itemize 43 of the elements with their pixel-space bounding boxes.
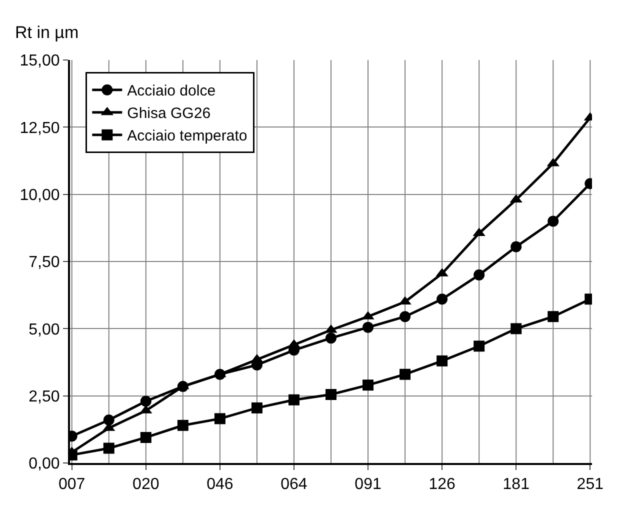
x-tick-label: 181 xyxy=(502,476,530,494)
point xyxy=(140,432,152,443)
point xyxy=(288,394,300,406)
point xyxy=(103,442,114,454)
y-tick-label: 12,50 xyxy=(20,120,60,137)
x-tick-label: 251 xyxy=(576,476,604,494)
point xyxy=(436,294,448,305)
legend-label: Acciaio temperato xyxy=(127,128,248,145)
y-tick-label: 15,00 xyxy=(20,52,60,70)
y-tick-label: 2,50 xyxy=(28,388,60,406)
x-tick-label: 020 xyxy=(132,476,160,494)
point xyxy=(474,340,485,352)
point xyxy=(474,269,485,280)
x-tick-label: 064 xyxy=(280,476,308,494)
y-tick-label: 7,50 xyxy=(28,254,60,272)
point xyxy=(510,241,522,252)
point xyxy=(177,420,188,431)
point xyxy=(326,332,336,344)
point xyxy=(214,413,226,424)
y-axis-title: Rt in µm xyxy=(15,23,79,42)
y-tick-label: 5,00 xyxy=(28,321,60,338)
point xyxy=(326,388,336,400)
x-tick-label: 046 xyxy=(206,476,234,494)
x-tick-label: 126 xyxy=(428,476,456,494)
x-tick-label: 007 xyxy=(58,476,86,494)
point xyxy=(510,323,522,334)
point xyxy=(436,355,448,366)
point xyxy=(548,311,559,322)
point xyxy=(362,380,374,391)
point xyxy=(548,216,559,227)
point xyxy=(400,368,411,380)
legend-label: Acciaio dolce xyxy=(127,82,216,100)
point xyxy=(103,414,114,426)
point xyxy=(214,368,226,380)
point xyxy=(177,380,188,392)
point xyxy=(140,396,152,407)
point xyxy=(400,311,411,322)
point xyxy=(362,322,374,333)
x-tick-label: 091 xyxy=(354,476,382,494)
legend-label: Ghisa GG26 xyxy=(127,105,211,122)
y-tick-label: 10,00 xyxy=(20,186,60,204)
point xyxy=(251,402,262,414)
y-tick-label: 0,00 xyxy=(28,456,60,473)
